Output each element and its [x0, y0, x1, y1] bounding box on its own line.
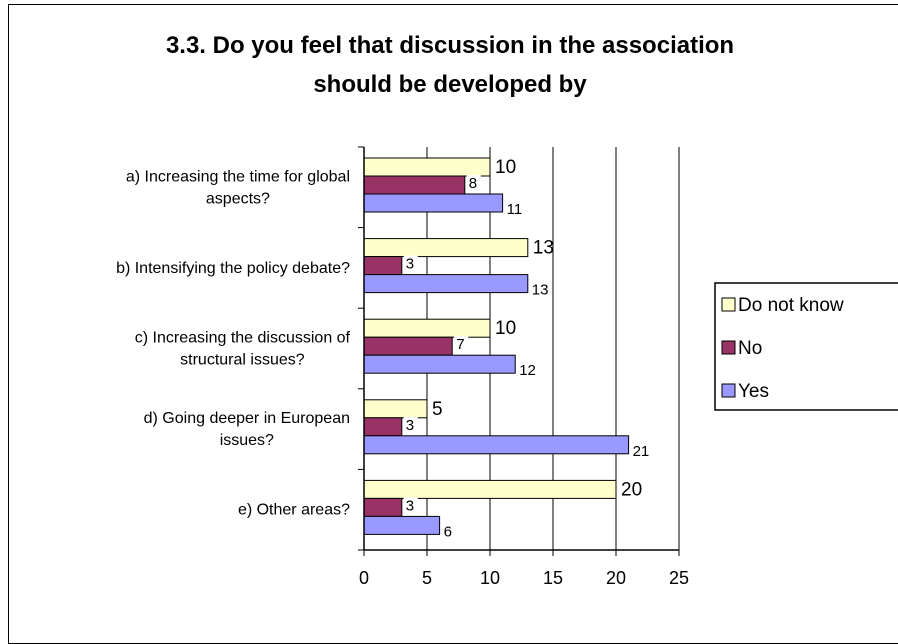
data-label-bg	[403, 255, 418, 270]
data-label: 11	[507, 201, 523, 218]
x-tick-label: 20	[606, 568, 626, 588]
data-label: 13	[533, 238, 554, 259]
category-label: d) Going deeper in European	[144, 410, 350, 427]
bar-yes	[363, 515, 441, 535]
data-label-bg	[466, 175, 481, 189]
bar-no	[363, 497, 403, 517]
data-label: 6	[444, 523, 452, 540]
bar-do-not-know	[363, 238, 529, 258]
category-label: e) Other areas?	[238, 502, 350, 519]
category-label: aspects?	[206, 190, 270, 207]
data-label: 3	[406, 417, 414, 434]
bar-no	[363, 417, 403, 437]
bar-do-not-know	[363, 318, 491, 338]
x-tick-label: 15	[543, 568, 563, 588]
bar-no	[363, 256, 403, 276]
data-label-bg	[454, 336, 469, 351]
bar-chart: 3.3. Do you feel that discussion in the …	[116, 32, 898, 588]
chart-title-line: 3.3. Do you feel that discussion in the …	[166, 32, 734, 59]
bar-yes	[363, 354, 516, 374]
legend-label: No	[738, 338, 762, 359]
x-tick-label: 5	[422, 568, 432, 588]
data-label: 3	[406, 497, 414, 514]
bar-do-not-know	[363, 157, 491, 177]
data-label: 5	[432, 399, 443, 420]
bar-yes	[363, 274, 529, 294]
category-label: b) Intensifying the policy debate?	[116, 260, 350, 277]
data-label-bg	[403, 416, 418, 431]
data-label: 10	[495, 318, 516, 339]
bar-yes	[363, 435, 630, 455]
legend-label: Yes	[738, 381, 769, 402]
bar-no	[363, 175, 466, 195]
legend-swatch	[721, 297, 736, 312]
data-label: 20	[621, 479, 642, 500]
chart-title-line: should be developed by	[313, 71, 587, 98]
x-tick-label: 25	[669, 568, 689, 588]
legend-swatch	[721, 340, 736, 355]
chart-title: 3.3. Do you feel that discussion in the …	[166, 32, 734, 98]
data-label: 12	[519, 362, 536, 379]
data-label: 21	[633, 443, 650, 460]
data-labels: 10 8 11 13 3 13 10 7 12 5 3 21 20 3 6	[403, 157, 650, 540]
bar-do-not-know	[363, 479, 617, 499]
bar-no	[363, 336, 453, 356]
bar-do-not-know	[363, 399, 428, 419]
category-labels: a) Increasing the time for global aspects…	[116, 168, 350, 518]
data-label: 10	[495, 157, 516, 178]
bar-yes	[363, 193, 504, 213]
category-label: structural issues?	[180, 352, 305, 369]
legend: Do not know No Yes	[714, 282, 898, 411]
x-tick-label: 10	[480, 568, 500, 588]
bars	[363, 157, 630, 535]
data-label: 3	[406, 256, 414, 273]
category-label: c) Increasing the discussion of	[135, 330, 351, 347]
legend-label: Do not know	[738, 295, 844, 316]
legend-box	[714, 282, 898, 411]
x-tick-label: 0	[359, 568, 369, 588]
legend-swatch	[721, 383, 736, 398]
data-label: 7	[456, 336, 464, 353]
category-label: a) Increasing the time for global	[126, 168, 350, 185]
data-label-bg	[403, 497, 418, 512]
data-label: 13	[532, 282, 549, 299]
axes: 0 5 10 15 20 25	[358, 146, 689, 588]
category-label: issues?	[220, 432, 274, 449]
data-label: 8	[469, 175, 477, 192]
